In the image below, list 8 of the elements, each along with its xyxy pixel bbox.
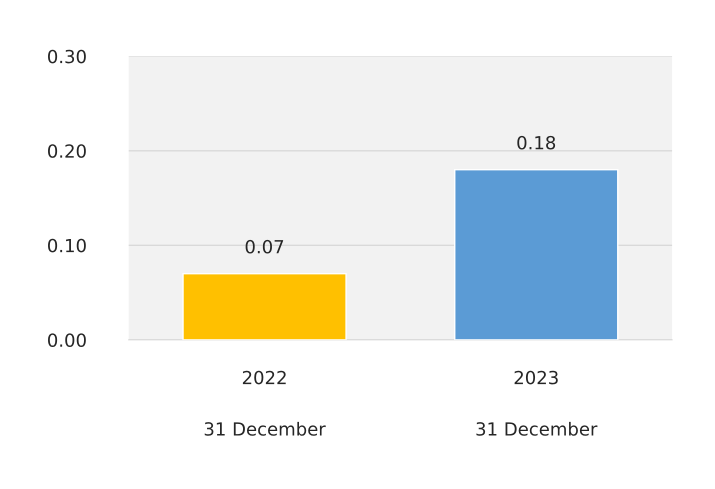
data-label: 0.07 bbox=[246, 240, 284, 254]
y-tick-label: 0.20 bbox=[48, 144, 86, 158]
category-label: 2022 31 December bbox=[204, 370, 326, 436]
data-label: 0.18 bbox=[517, 136, 556, 150]
y-tick-label: 0.10 bbox=[48, 238, 86, 252]
y-tick-label: 0.00 bbox=[48, 333, 86, 347]
category-label: 2023 31 December bbox=[476, 370, 598, 436]
y-tick-label: 0.30 bbox=[48, 50, 86, 64]
